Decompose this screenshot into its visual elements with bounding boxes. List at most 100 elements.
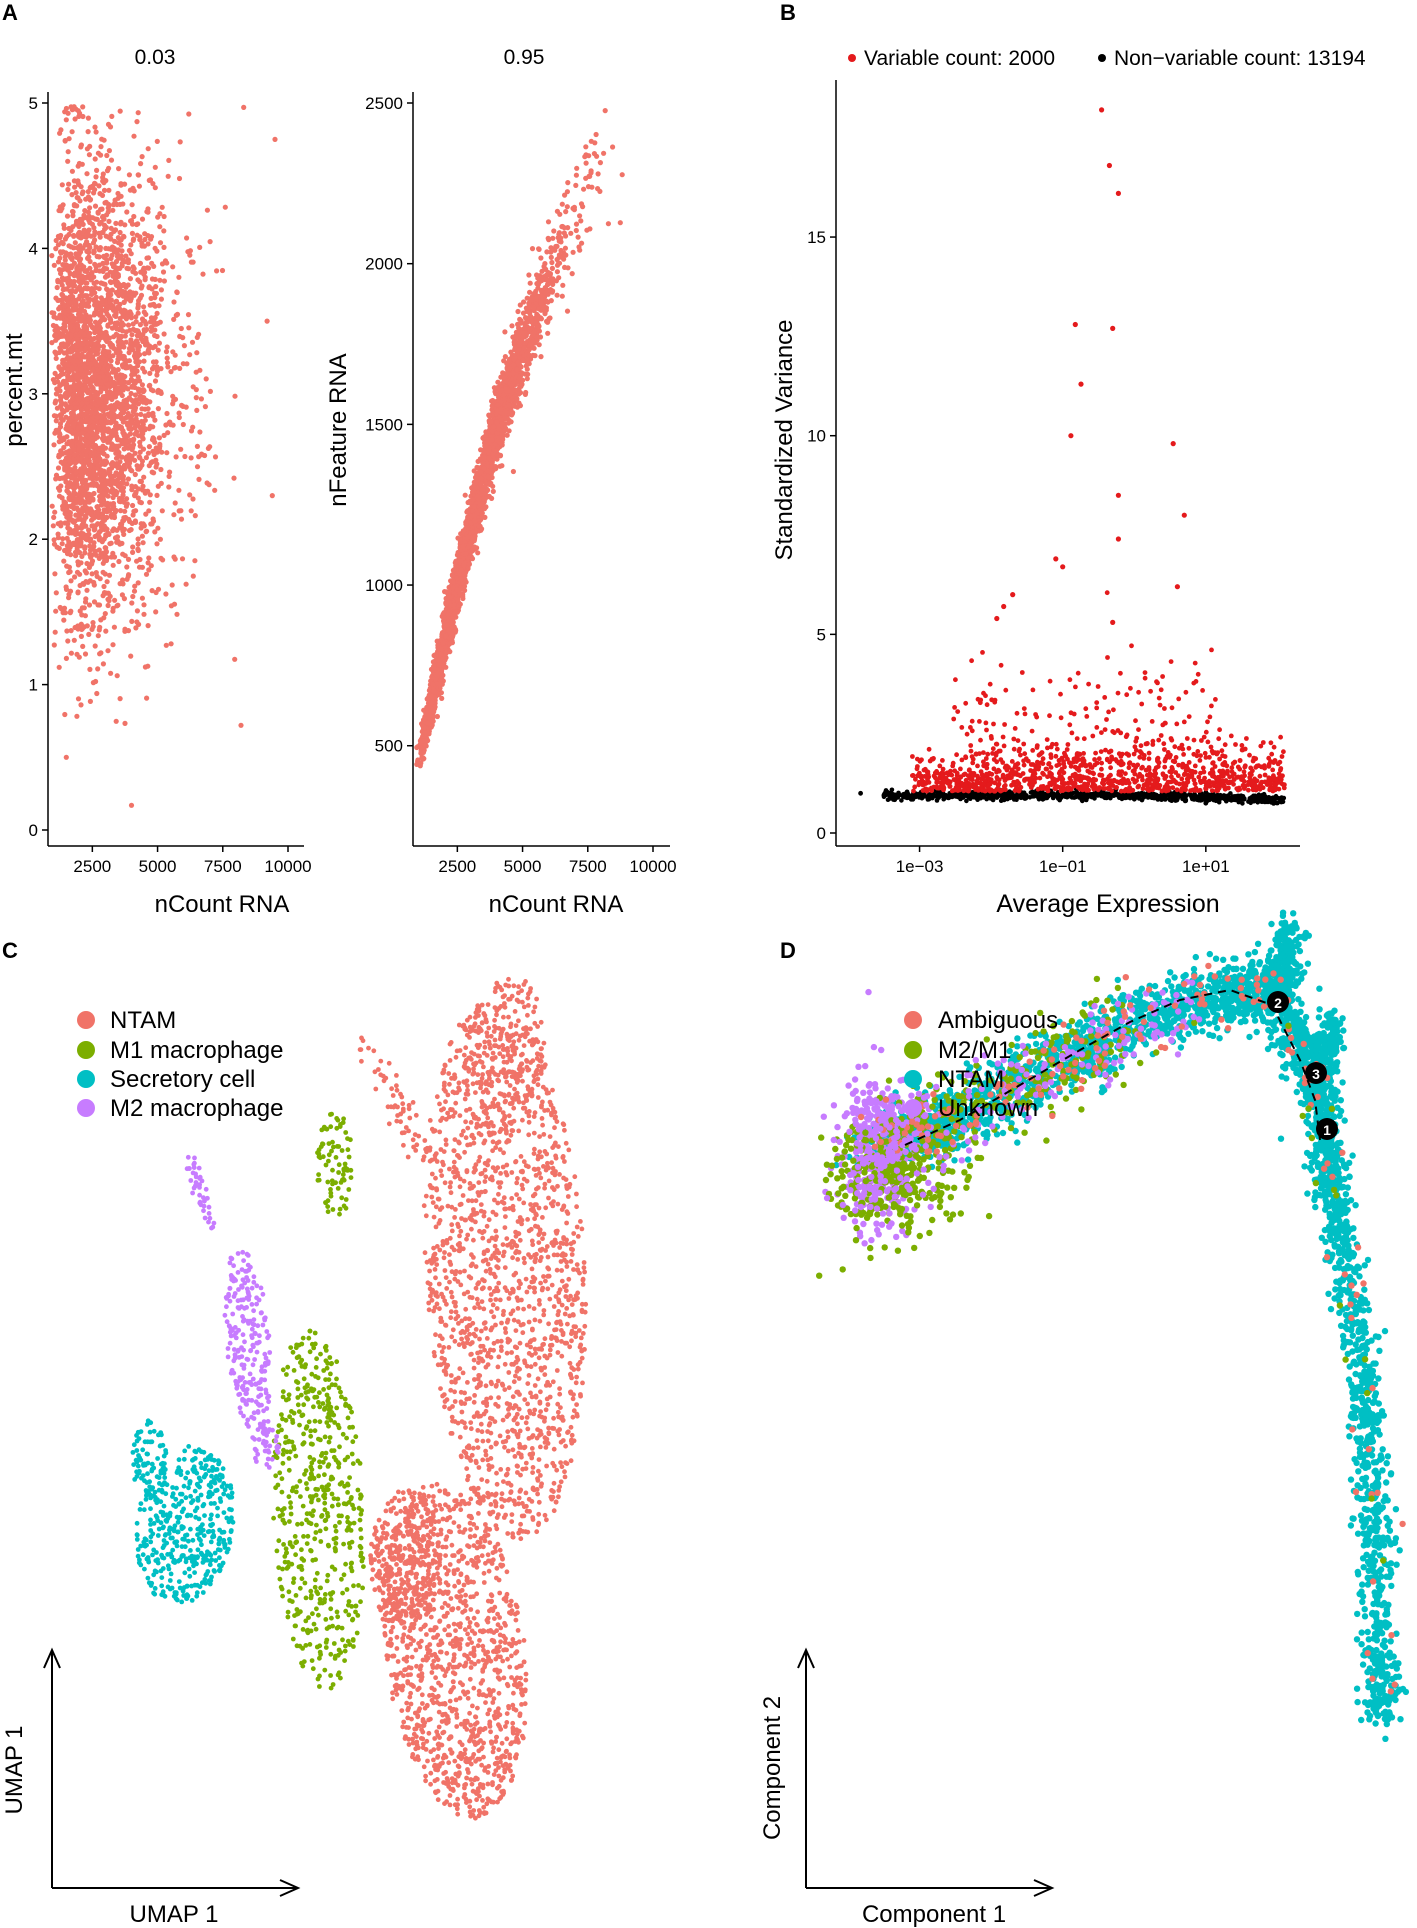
cell-point [55, 531, 61, 537]
cell-point [190, 259, 196, 265]
cell-point [122, 222, 128, 228]
cell-point [68, 428, 74, 434]
cell-point [161, 228, 167, 234]
cell-point [194, 407, 200, 413]
cell-point [129, 202, 135, 208]
cell-point [170, 264, 176, 270]
cell-point [130, 442, 137, 448]
cell-point [165, 173, 171, 179]
cell-point [232, 393, 238, 399]
cell-point [100, 661, 106, 667]
cell-point [53, 398, 59, 404]
cell-point [141, 243, 147, 249]
cell-point [61, 350, 67, 356]
cell-point [573, 172, 580, 178]
cell-point [185, 249, 191, 255]
cell-point [143, 311, 149, 317]
cell-point [78, 540, 84, 546]
cell-point [176, 175, 183, 182]
cell-point [202, 404, 208, 410]
cell-point [118, 380, 124, 386]
cell-point [183, 581, 189, 587]
cell-point [109, 252, 115, 258]
cell-point [156, 340, 162, 346]
cell-point [62, 303, 68, 309]
cell-point [143, 571, 150, 577]
cell-point [93, 351, 99, 357]
cell-point [168, 422, 174, 428]
cell-point [78, 366, 84, 372]
cell-point [197, 429, 203, 435]
cell-point [110, 207, 116, 213]
cell-point [194, 464, 201, 470]
cell-point [99, 539, 105, 545]
cell-point [573, 227, 579, 234]
cell-point [123, 365, 129, 371]
cell-point [74, 195, 80, 201]
cell-point [59, 541, 65, 547]
cell-point [98, 551, 104, 557]
cell-point [109, 419, 115, 425]
cell-point [144, 695, 150, 701]
cell-point [72, 460, 79, 466]
cell-point [132, 424, 139, 430]
cell-point [98, 650, 104, 656]
cell-point [71, 178, 77, 184]
cell-point [140, 387, 146, 393]
cell-point [95, 666, 101, 672]
cell-point [53, 351, 59, 357]
cell-point [91, 225, 97, 231]
cell-point [126, 527, 133, 534]
cell-point [159, 449, 165, 455]
cell-point [134, 119, 140, 125]
cell-point [105, 648, 111, 654]
cell-point [90, 240, 97, 246]
cell-point [64, 213, 71, 219]
cell-point [82, 268, 88, 274]
cell-point [96, 183, 102, 189]
cell-point [57, 475, 63, 482]
cell-point [186, 111, 192, 117]
cell-point [117, 581, 123, 587]
cell-point [125, 410, 131, 417]
cell-point [55, 297, 61, 303]
cell-point [62, 391, 69, 397]
cell-point [140, 431, 146, 437]
cell-point [188, 508, 194, 514]
cell-point [132, 493, 138, 499]
cell-point [101, 590, 108, 596]
cell-point [71, 420, 77, 426]
cell-point [170, 393, 176, 399]
cell-point [118, 411, 124, 417]
cell-point [68, 541, 74, 548]
cell-point [58, 415, 64, 422]
cell-point [156, 303, 162, 309]
cell-point [150, 359, 157, 365]
cell-point [110, 608, 116, 614]
cell-point [139, 382, 145, 388]
cell-point [121, 499, 127, 505]
cell-point [154, 333, 160, 340]
cell-point [522, 391, 529, 397]
cell-point [86, 303, 92, 309]
panel-a-left-title: 0.03 [135, 46, 176, 69]
cell-point [58, 341, 65, 347]
cell-point [72, 549, 79, 555]
cell-point [177, 139, 183, 145]
cell-point [212, 487, 218, 493]
cell-point [135, 541, 141, 547]
cell-point [94, 167, 100, 173]
cell-point [569, 271, 575, 277]
cell-point [172, 500, 178, 506]
cell-point [137, 260, 143, 266]
cell-point [87, 205, 93, 211]
cell-point [189, 339, 196, 345]
cell-point [140, 436, 146, 442]
cell-point [92, 290, 98, 296]
cell-point [583, 144, 589, 150]
cell-point [92, 261, 98, 267]
cell-point [49, 253, 55, 259]
cell-point [186, 325, 192, 331]
cell-point [76, 654, 82, 660]
cell-point [56, 439, 62, 445]
